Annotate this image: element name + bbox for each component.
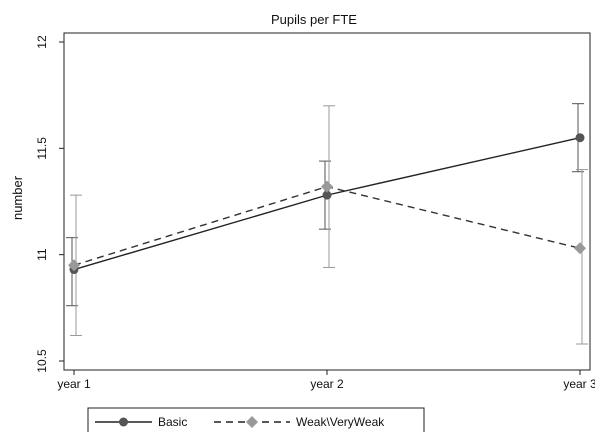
- data-point: [68, 259, 80, 272]
- y-tick-label: 11.5: [35, 137, 49, 160]
- y-tick-label: 12: [35, 35, 49, 49]
- series-line: [73, 137, 581, 271]
- legend-marker: [246, 416, 258, 428]
- data-point: [575, 133, 585, 143]
- x-tick-label: year 1: [57, 377, 91, 391]
- data-point: [322, 190, 332, 200]
- legend-marker: [119, 417, 128, 427]
- plot-border: [63, 32, 591, 371]
- legend-label: Weak\VeryWeak: [296, 415, 385, 429]
- chart-title: Pupils per FTE: [271, 12, 357, 27]
- data-point: [574, 242, 586, 255]
- x-tick-label: year 2: [310, 377, 344, 391]
- y-tick-label: 11: [35, 248, 49, 261]
- plot-area: 10.5 11 11.5 12 year 1 year 2 year 3 Basic Weak\…: [35, 32, 595, 437]
- legend-label: Basic: [158, 415, 187, 429]
- x-tick-label: year 3: [563, 377, 595, 391]
- y-axis-label: number: [10, 175, 25, 220]
- y-tick-label: 10.5: [35, 349, 49, 373]
- data-point: [321, 180, 333, 193]
